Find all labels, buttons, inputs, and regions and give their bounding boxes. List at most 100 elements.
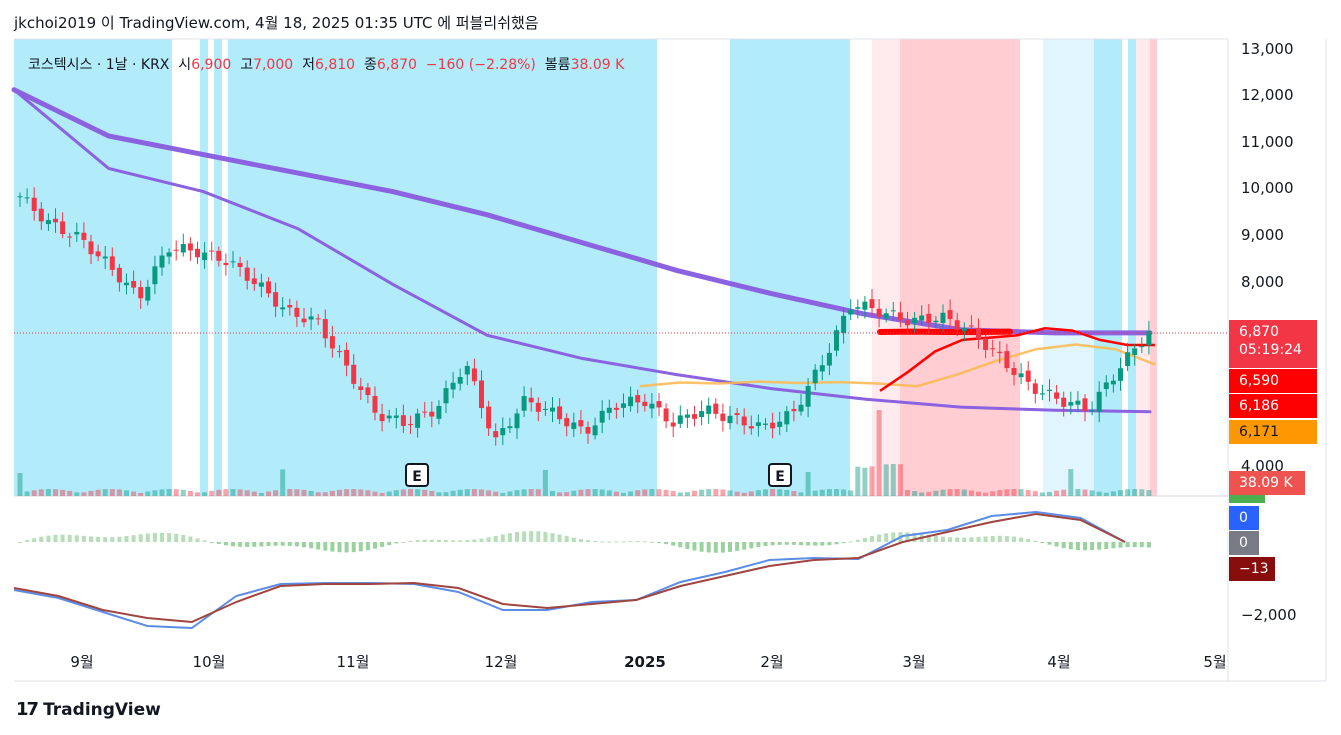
candle-body [216,250,222,261]
volume-bar [720,489,726,496]
macd-bar [728,542,732,552]
macd-bar [160,532,164,542]
candle-body [692,414,697,419]
candle-body [585,427,591,434]
candle-body [187,243,193,251]
volume-bar [997,490,1003,496]
volume-bar [223,489,229,496]
candle-body [642,401,648,407]
candle-body [351,364,357,384]
candle-body [514,413,520,429]
candle-body [656,401,662,408]
volume-bar [521,489,527,496]
candle-body [535,402,541,412]
volume-bar [471,489,477,496]
volume-bar [514,490,520,496]
x-tick-label: 10월 [193,653,226,671]
candle-body [564,418,570,427]
macd-bar [685,542,690,550]
y-tick-label: 10,000 [1241,179,1294,197]
volume-bar [351,489,357,496]
candle-body [919,315,925,321]
candle-body [1039,393,1045,395]
candle-body [337,351,342,353]
macd-bar [1004,535,1009,542]
volume-bar [862,467,868,496]
candle-body [436,406,442,419]
candle-body [273,292,279,307]
footer: 17 TradingView [16,699,161,720]
candle-body [301,318,307,323]
candle-body [166,252,172,257]
candle-body [862,301,868,310]
macd-histogram [18,531,1151,553]
signal-tag: 0 [1229,531,1259,555]
candle-body [542,408,548,410]
candle-body [1018,373,1024,378]
volume-bar [1054,490,1060,496]
y-tick-label: 12,000 [1241,86,1294,104]
candle-body [613,407,619,410]
macd-bar [912,532,917,542]
macd-bar [720,542,725,553]
volume-bar [841,489,847,496]
macd-bar [777,542,782,545]
x-tick-label: 2025 [624,653,666,671]
macd-bar [1083,542,1087,551]
candle-body [322,319,328,339]
volume-bar [848,490,854,496]
candle-body [408,424,413,426]
volume-label: 볼륨 [544,57,571,73]
volume-bar [805,472,811,496]
volume-bar [216,489,222,496]
volume-bar [422,489,428,496]
macd-bar [358,542,363,552]
candle-body [88,241,94,255]
macd-bar [628,541,633,543]
macd-bar [607,541,612,543]
macd-bar [692,542,697,551]
volume-bar [230,489,236,496]
macd-bar [53,534,58,542]
macd-bar [983,536,988,542]
earnings-marker[interactable]: E [768,463,792,487]
footer-brand: TradingView [43,699,161,720]
macd-bar [848,541,853,543]
volume-bar [145,491,151,496]
macd-bar [167,533,172,542]
macd-bar [706,542,711,553]
macd-bar [81,535,86,542]
macd-bar [713,542,718,553]
earnings-marker[interactable]: E [405,463,429,487]
volume-bar [869,466,875,496]
volume-bar [1032,491,1038,496]
candle-body [635,395,641,403]
candle-body [855,307,861,309]
candle-body [379,414,385,422]
volume-bar [131,491,137,496]
volume-bar [635,490,641,496]
volume-bar [322,492,328,496]
candle-body [755,422,761,426]
volume-bar [578,489,584,496]
volume-bar [74,492,80,496]
volume-value: 38.09 K [570,57,625,73]
macd-bar [259,542,264,547]
macd-bar [614,541,619,543]
volume-bar [542,469,548,496]
macd-bar [543,531,548,542]
volume-bar [337,489,342,496]
macd-bar [500,534,505,542]
candle-body [67,236,73,238]
candle-body [365,387,371,396]
candle-body [209,250,215,252]
macd-bar [770,542,775,546]
candle-body [663,408,669,422]
session-band [730,39,850,496]
macd-bar [564,536,569,542]
macd-bar [962,537,967,542]
candle-body [180,244,186,253]
candle-body [60,221,66,234]
macd-bar [699,542,704,552]
